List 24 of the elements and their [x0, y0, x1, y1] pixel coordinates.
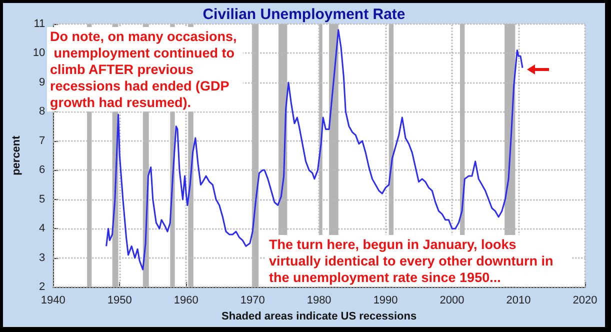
y-tick-label: 2 — [39, 281, 46, 294]
x-tick-label: 1960 — [174, 294, 198, 307]
y-tick-label: 3 — [39, 252, 46, 264]
y-tick-label: 6 — [39, 164, 46, 176]
x-tick-label: 2000 — [440, 294, 464, 307]
annotation: Do note, on many occasions, unemployment continued to climb AFTER previous recessions had ended (GDP growth had resumed). — [50, 28, 238, 110]
y-tick-label: 11 — [34, 18, 46, 30]
x-axis-title: Shaded areas indicate US recessions — [222, 310, 417, 322]
y-tick-label: 7 — [39, 134, 46, 147]
y-tick-label: 4 — [39, 222, 46, 235]
chart-title: Civilian Unemployment Rate — [202, 6, 406, 23]
y-tick-label: 8 — [39, 106, 46, 118]
y-tick-label: 10 — [32, 47, 46, 60]
y-tick-label: 5 — [39, 193, 46, 206]
x-tick-label: 1980 — [306, 294, 332, 307]
x-tick-label: 1950 — [107, 294, 132, 307]
x-tick-label: 1990 — [373, 294, 398, 307]
y-tick-label: 9 — [39, 76, 46, 88]
y-axis-title: percent — [10, 135, 22, 176]
x-tick-label: 2020 — [572, 294, 598, 307]
x-tick-label: 1940 — [40, 294, 66, 307]
x-tick-label: 1970 — [240, 294, 265, 307]
x-tick-label: 2010 — [506, 294, 531, 307]
annotation: The turn here, begun in January, looks virtually identical to every other downturn in the unemployment rate since 1950... — [269, 236, 558, 285]
